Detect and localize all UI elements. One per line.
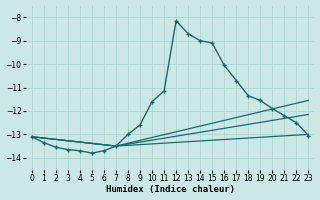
X-axis label: Humidex (Indice chaleur): Humidex (Indice chaleur) xyxy=(106,185,235,194)
